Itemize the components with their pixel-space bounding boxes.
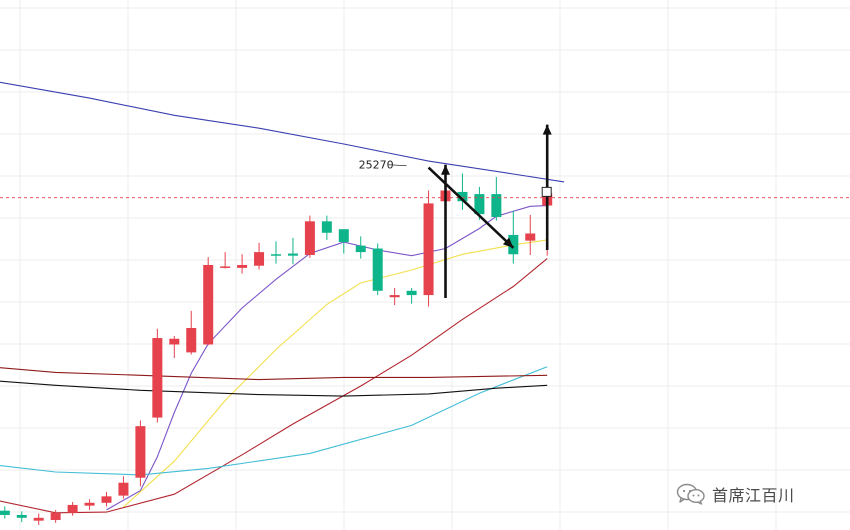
moving-average-line-1 [0, 81, 565, 183]
candle-body [304, 221, 315, 255]
watermark: 首席江百川 [676, 481, 795, 507]
candle-body [220, 266, 231, 268]
candle-body [372, 248, 383, 291]
candle-30 [491, 176, 502, 221]
arrow-2 [427, 166, 515, 249]
candle-body [16, 514, 27, 518]
candle-body [423, 203, 434, 296]
moving-averages [0, 81, 565, 514]
candle-21 [338, 229, 349, 254]
arrow-head [542, 124, 552, 135]
candle-14 [220, 252, 231, 269]
candle-body [491, 194, 502, 218]
candle-20 [321, 215, 332, 240]
candle-5 [67, 502, 78, 516]
candle-body [457, 191, 468, 202]
moving-average-line-3 [123, 239, 548, 508]
candle-3 [33, 513, 44, 525]
candle-body [406, 290, 417, 296]
candle-body [186, 328, 197, 353]
arrow-1 [441, 164, 450, 298]
high-price-leader [388, 164, 407, 167]
candle-16 [254, 242, 265, 270]
candle-23 [372, 243, 383, 296]
high-price-label: 25270 [359, 159, 394, 172]
candle-body [321, 221, 332, 233]
arrow-shaft [427, 166, 515, 249]
candle-19 [304, 215, 315, 258]
candle-body [508, 234, 519, 255]
candle-body [525, 233, 536, 241]
candle-body [237, 265, 248, 268]
candle-body [389, 295, 400, 298]
candle-body [254, 252, 265, 266]
candle-24 [389, 287, 400, 306]
candle-32 [525, 214, 536, 255]
candle-11 [169, 335, 180, 359]
candle-body [33, 517, 44, 521]
candle-4 [50, 509, 61, 523]
moving-average-line-6 [0, 367, 548, 381]
candle-body [474, 194, 485, 215]
candle-body [152, 338, 163, 418]
arrow-head [502, 237, 514, 248]
candle-12 [186, 310, 197, 355]
candle-body [355, 245, 366, 253]
candle-body [0, 510, 10, 515]
candle-body [118, 482, 129, 496]
candle-10 [152, 328, 163, 423]
candles [0, 169, 553, 525]
moving-average-line-5 [0, 366, 548, 476]
candle-25 [406, 287, 417, 304]
candle-body [287, 253, 298, 256]
candle-6 [84, 499, 95, 510]
candle-13 [203, 257, 214, 346]
moving-average-line-4 [0, 258, 548, 514]
candle-body [169, 338, 180, 345]
candle-body [67, 504, 78, 513]
candle-22 [355, 236, 366, 259]
candle-17 [271, 241, 281, 264]
wechat-icon [676, 483, 705, 505]
candle-body [203, 265, 214, 345]
last-price-marker [541, 186, 552, 197]
arrows [427, 124, 552, 298]
candle-body [135, 426, 146, 478]
candle-18 [287, 237, 298, 265]
candle-body [50, 512, 61, 520]
candle-body [84, 502, 95, 506]
watermark-text: 首席江百川 [712, 486, 795, 505]
candle-7 [101, 492, 112, 507]
candle-body [271, 254, 281, 256]
candle-2 [16, 511, 27, 523]
candle-28 [457, 173, 468, 210]
candle-15 [237, 254, 248, 274]
candle-8 [118, 476, 129, 499]
candle-26 [423, 190, 434, 307]
arrow-head [441, 164, 450, 175]
candle-1 [0, 506, 10, 519]
candle-9 [135, 420, 146, 487]
candle-body [101, 496, 112, 503]
candle-body [338, 229, 349, 243]
candle-31 [508, 210, 519, 264]
moving-average-line-7 [0, 380, 548, 397]
